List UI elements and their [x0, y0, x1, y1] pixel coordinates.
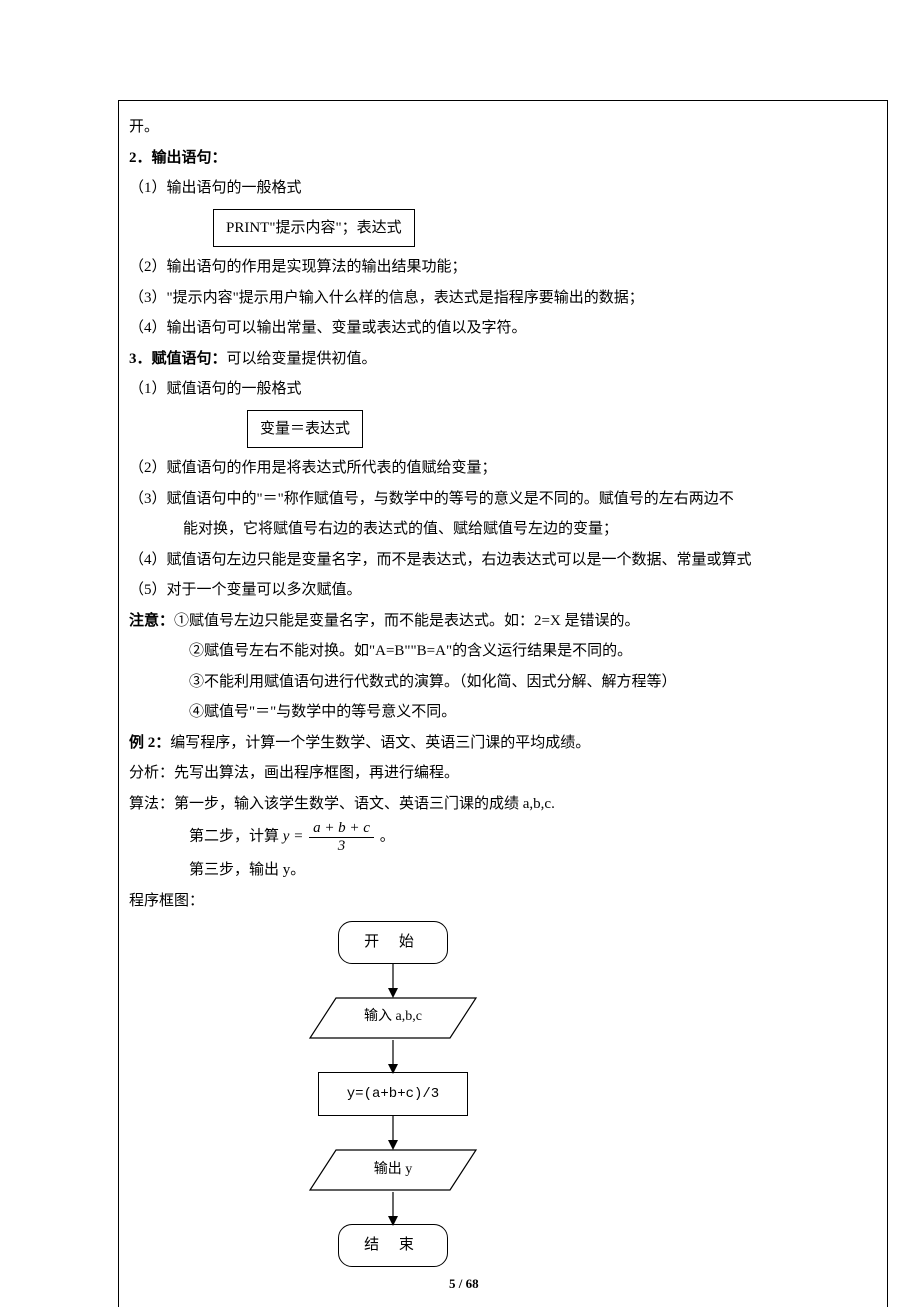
assign-syntax-box: 变量＝表达式 [247, 410, 363, 449]
flow-end: 结 束 [338, 1224, 448, 1267]
alg-step3: 第三步，输出 y。 [129, 856, 873, 885]
sec3-title-bold: 3．赋值语句： [129, 351, 227, 367]
print-syntax-box: PRINT"提示内容"；表达式 [213, 209, 415, 248]
sec3-item3: （3）赋值语句中的"＝"称作赋值号，与数学中的等号的意义是不同的。赋值号的左右两… [129, 485, 873, 514]
sec3-item3b: 能对换，它将赋值号右边的表达式的值、赋给赋值号左边的变量； [129, 515, 873, 544]
flowchart-label: 程序框图： [129, 887, 873, 916]
sec3-item4: （4）赋值语句左边只能是变量名字，而不是表达式，右边表达式可以是一个数据、常量或… [129, 546, 873, 575]
section2-title: 2．输出语句： [129, 144, 873, 173]
example-body: 编写程序，计算一个学生数学、语文、英语三门课的平均成绩。 [170, 735, 590, 751]
sec2-item4: （4）输出语句可以输出常量、变量或表达式的值以及字符。 [129, 314, 873, 343]
note-3: ③不能利用赋值语句进行代数式的演算。（如化简、因式分解、解方程等） [129, 668, 873, 697]
hangover-text: 开。 [129, 113, 873, 142]
flow-start: 开 始 [338, 921, 448, 964]
section3-title: 3．赋值语句：可以给变量提供初值。 [129, 345, 873, 374]
page-frame: 开。 2．输出语句： （1）输出语句的一般格式 PRINT"提示内容"；表达式 … [118, 100, 888, 1307]
flow-input-label: 输入 a,b,c [308, 996, 478, 1040]
example-title: 例 2：编写程序，计算一个学生数学、语文、英语三门课的平均成绩。 [129, 729, 873, 758]
alg2-prefix: 第二步，计算 [189, 828, 283, 844]
page-number: 5 / 68 [449, 1272, 479, 1297]
note-4: ④赋值号"＝"与数学中的等号意义不同。 [129, 698, 873, 727]
alg2-suffix: 。 [380, 828, 395, 844]
flow-input: 输入 a,b,c [308, 996, 478, 1040]
arrow-icon [392, 1116, 394, 1148]
flow-output-label: 输出 y [308, 1148, 478, 1192]
fraction: a + b + c 3 [309, 820, 374, 854]
note-block: 注意：①赋值号左边只能是变量名字，而不能是表达式。如：2=X 是错误的。 [129, 607, 873, 636]
sec3-title-rest: 可以给变量提供初值。 [227, 351, 377, 367]
sec2-item2: （2）输出语句的作用是实现算法的输出结果功能； [129, 253, 873, 282]
alg-step1: 算法：第一步，输入该学生数学、语文、英语三门课的成绩 a,b,c. [129, 790, 873, 819]
note-2: ②赋值号左右不能对换。如"A=B""B=A"的含义运行结果是不同的。 [129, 637, 873, 666]
equals-sign: = [293, 828, 307, 844]
note-label: 注意： [129, 613, 174, 629]
alg2-lhs: y [283, 828, 290, 844]
sec3-item5: （5）对于一个变量可以多次赋值。 [129, 576, 873, 605]
sec3-item2: （2）赋值语句的作用是将表达式所代表的值赋给变量； [129, 454, 873, 483]
sec2-item3: （3）"提示内容"提示用户输入什么样的信息，表达式是指程序要输出的数据； [129, 284, 873, 313]
fraction-den: 3 [309, 838, 374, 855]
arrow-icon [392, 964, 394, 996]
example-label: 例 2： [129, 735, 170, 751]
arrow-icon [392, 1040, 394, 1072]
fraction-num: a + b + c [309, 820, 374, 838]
note-1: ①赋值号左边只能是变量名字，而不能是表达式。如：2=X 是错误的。 [174, 613, 640, 629]
sec2-item1: （1）输出语句的一般格式 [129, 174, 873, 203]
alg-step2: 第二步，计算 y = a + b + c 3 。 [129, 820, 873, 854]
analysis-line: 分析：先写出算法，画出程序框图，再进行编程。 [129, 759, 873, 788]
flow-output: 输出 y [308, 1148, 478, 1192]
arrow-icon [392, 1192, 394, 1224]
sec3-item1: （1）赋值语句的一般格式 [129, 375, 873, 404]
flowchart: 开 始 输入 a,b,c y=(a+b+c)/3 输出 y 结 束 [223, 921, 563, 1267]
flow-process: y=(a+b+c)/3 [318, 1072, 468, 1117]
